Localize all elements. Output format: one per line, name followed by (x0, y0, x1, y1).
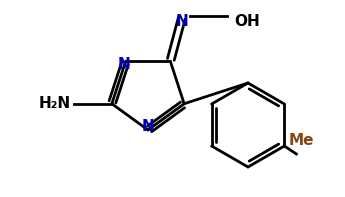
Text: OH: OH (234, 14, 260, 29)
Text: Me: Me (288, 133, 314, 148)
Text: H₂N: H₂N (39, 96, 71, 111)
Text: N: N (142, 119, 154, 134)
Text: N: N (117, 57, 130, 72)
Text: N: N (176, 14, 189, 29)
